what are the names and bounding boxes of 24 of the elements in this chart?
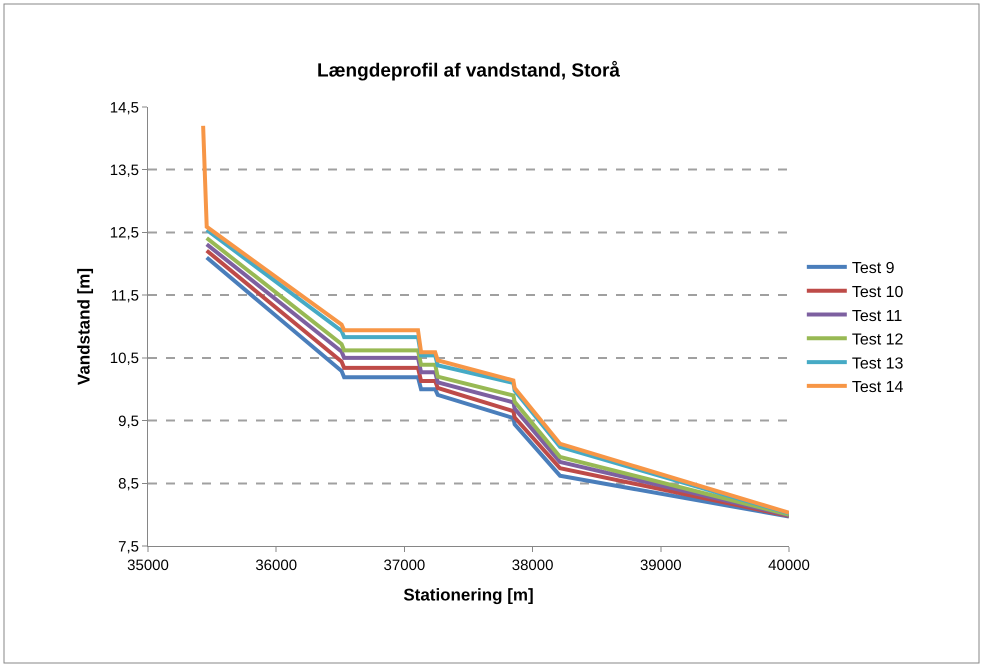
y-tick-label: 13,5 (110, 162, 139, 179)
y-tick-label: 9,5 (118, 412, 139, 430)
x-tick-label: 35000 (127, 557, 169, 574)
y-tick-label: 12,5 (110, 224, 139, 242)
x-tick-label: 37000 (384, 557, 426, 574)
y-tick-label: 11,5 (110, 287, 139, 304)
legend-label: Test 14 (852, 379, 904, 396)
x-tick-label: 40000 (768, 557, 810, 574)
legend-label: Test 13 (852, 355, 904, 372)
x-tick-label: 39000 (640, 557, 682, 574)
legend-label: Test 10 (852, 284, 904, 301)
legend-label: Test 11 (852, 308, 902, 325)
chart-title: Længdeprofil af vandstand, Storå (317, 60, 620, 82)
x-tick-label: 38000 (512, 557, 554, 574)
y-tick-label: 14,5 (110, 99, 139, 116)
x-tick-label: 36000 (255, 557, 298, 574)
line-series (201, 124, 789, 515)
y-tick-label: 8,5 (118, 476, 139, 493)
legend-label: Test 12 (852, 332, 904, 349)
y-tick-label: 10,5 (110, 350, 139, 368)
x-axis-title: Stationering [m] (403, 585, 534, 604)
legend-label: Test 9 (852, 260, 895, 278)
y-axis-title: Vandstand [m] (74, 268, 94, 386)
y-tick-label: 7,5 (118, 538, 139, 556)
